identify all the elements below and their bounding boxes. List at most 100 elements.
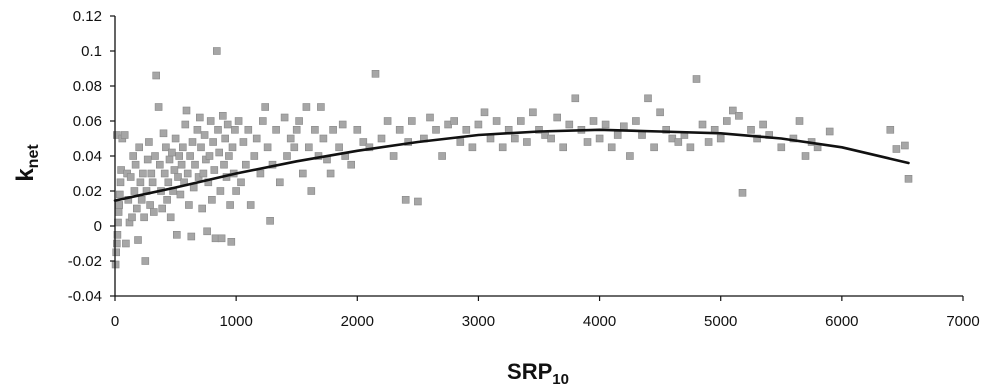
data-point [160, 169, 169, 178]
data-point [215, 148, 223, 157]
data-point [662, 126, 671, 134]
data-point [426, 113, 434, 122]
data-point [632, 117, 640, 125]
data-point [242, 160, 250, 169]
data-point [219, 112, 227, 120]
data-point [193, 126, 202, 134]
data-point [266, 217, 274, 225]
x-tick-label: 1000 [219, 313, 252, 330]
data-point [480, 108, 489, 117]
data-point [112, 248, 120, 257]
data-point [698, 120, 707, 129]
y-axis-title-subscript: net [25, 144, 42, 169]
data-point [298, 169, 307, 178]
data-point [139, 169, 147, 178]
data-point [186, 152, 194, 160]
y-tick-label: 0.12 [73, 8, 102, 25]
data-point [329, 126, 337, 134]
data-point [177, 160, 186, 169]
data-point [529, 108, 537, 117]
data-points [111, 47, 913, 269]
data-point [220, 160, 228, 169]
data-point [113, 239, 121, 248]
data-point [115, 201, 123, 209]
data-point [116, 178, 125, 187]
data-point [134, 236, 142, 244]
data-point [892, 145, 901, 153]
data-point [644, 94, 652, 103]
data-point [601, 120, 610, 129]
data-point [143, 155, 152, 164]
data-point [692, 75, 701, 83]
data-point [317, 103, 325, 111]
data-point [131, 160, 140, 169]
data-point [901, 141, 909, 150]
data-point [795, 117, 804, 125]
data-point [326, 169, 335, 178]
data-point [244, 126, 253, 134]
data-point [152, 71, 160, 80]
data-point [338, 120, 347, 129]
y-tick-label: 0.1 [81, 43, 102, 60]
data-point [395, 126, 404, 134]
x-axis-title: SRP10 [507, 359, 569, 386]
data-point [825, 127, 834, 136]
data-point [166, 213, 175, 222]
data-point [510, 134, 519, 143]
data-point [728, 106, 737, 115]
data-point [198, 204, 206, 213]
data-point [295, 117, 303, 125]
data-point [886, 126, 895, 134]
data-point [256, 169, 265, 178]
data-point [347, 160, 356, 169]
x-tick-label: 4000 [583, 313, 616, 330]
data-point [168, 148, 176, 157]
data-point [753, 134, 761, 143]
data-point [176, 190, 185, 199]
data-point [164, 178, 173, 187]
data-point [154, 103, 163, 111]
data-point [492, 117, 501, 125]
data-point [292, 126, 301, 134]
data-point [801, 152, 810, 160]
data-point [252, 134, 261, 143]
data-point [650, 143, 658, 152]
data-point [722, 117, 731, 125]
data-point [626, 152, 634, 160]
data-point [237, 178, 245, 187]
data-point [432, 126, 440, 134]
data-point [196, 113, 204, 122]
data-point [147, 169, 156, 178]
data-point [217, 234, 226, 243]
data-point [136, 178, 145, 187]
x-axis-title-main: SRP [507, 359, 552, 384]
data-point [140, 213, 148, 222]
x-tick-label: 6000 [825, 313, 858, 330]
data-point [486, 134, 495, 143]
data-point [389, 152, 398, 160]
data-point [474, 120, 483, 129]
data-point [234, 117, 243, 125]
data-point [137, 196, 146, 204]
data-point [559, 143, 568, 152]
data-point [263, 143, 272, 152]
data-point [335, 143, 343, 152]
data-point [214, 126, 222, 134]
data-point [619, 122, 628, 131]
data-point [183, 169, 192, 178]
data-point [130, 187, 139, 195]
data-point [162, 143, 170, 152]
data-point [200, 131, 209, 139]
data-point [188, 138, 197, 146]
x-tick-label: 3000 [462, 313, 495, 330]
data-point [151, 152, 159, 160]
data-point [209, 138, 217, 146]
data-point [203, 227, 211, 236]
data-point [290, 143, 299, 152]
data-point [401, 196, 410, 204]
data-point [148, 178, 157, 187]
data-point [170, 166, 179, 174]
data-point [565, 120, 574, 129]
y-tick-label: 0.02 [73, 183, 102, 200]
